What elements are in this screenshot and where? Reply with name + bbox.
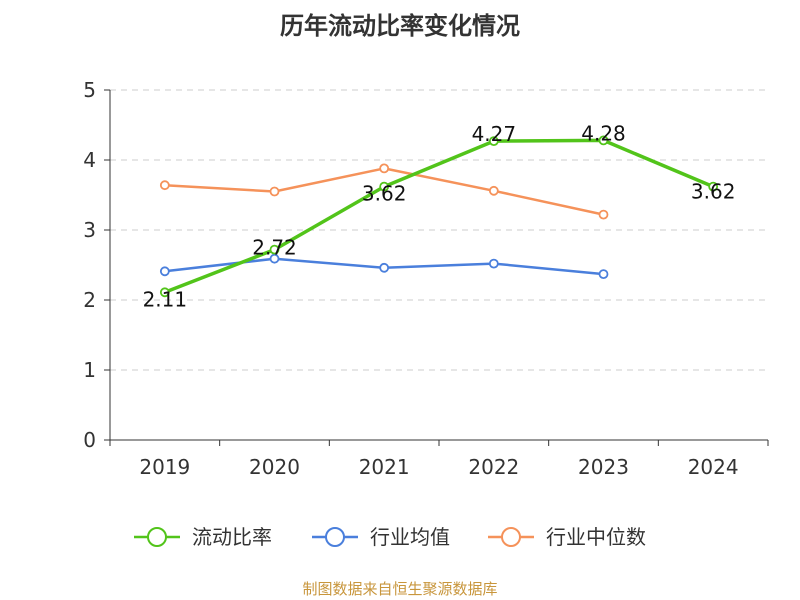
data-point bbox=[159, 180, 170, 191]
data-point bbox=[159, 287, 170, 298]
data-label: 3.62 bbox=[362, 182, 407, 206]
x-tick-label: 2019 bbox=[139, 455, 190, 479]
legend-label: 行业均值 bbox=[370, 525, 450, 549]
data-point bbox=[488, 258, 499, 269]
data-point bbox=[379, 181, 390, 192]
source-note: 制图数据来自恒生聚源数据库 bbox=[302, 580, 498, 598]
legend-marker bbox=[325, 527, 345, 547]
data-point bbox=[598, 209, 609, 220]
data-point bbox=[269, 244, 280, 255]
legend-marker bbox=[147, 527, 167, 547]
data-point bbox=[488, 136, 499, 147]
data-point bbox=[269, 253, 280, 264]
chart-title: 历年流动比率变化情况 bbox=[280, 12, 520, 40]
data-point bbox=[598, 135, 609, 146]
data-point bbox=[598, 269, 609, 280]
data-point bbox=[159, 266, 170, 277]
data-point bbox=[488, 185, 499, 196]
legend-marker bbox=[501, 527, 521, 547]
x-tick-label: 2022 bbox=[468, 455, 519, 479]
series-line-0 bbox=[164, 138, 714, 294]
data-point bbox=[379, 163, 390, 174]
data-label: 4.27 bbox=[472, 122, 517, 146]
data-label: 2.11 bbox=[143, 287, 188, 311]
x-tick-label: 2021 bbox=[359, 455, 410, 479]
data-point bbox=[269, 186, 280, 197]
legend-label: 行业中位数 bbox=[546, 525, 646, 549]
y-tick-label: 4 bbox=[83, 148, 96, 172]
y-tick-label: 2 bbox=[83, 288, 96, 312]
data-point bbox=[379, 262, 390, 273]
x-tick-label: 2023 bbox=[578, 455, 629, 479]
legend-label: 流动比率 bbox=[192, 525, 272, 549]
data-point bbox=[708, 181, 719, 192]
data-label: 3.62 bbox=[691, 180, 736, 204]
y-tick-label: 1 bbox=[83, 358, 96, 382]
data-label: 2.72 bbox=[252, 236, 297, 260]
x-tick-label: 2020 bbox=[249, 455, 300, 479]
y-tick-label: 5 bbox=[83, 78, 96, 102]
data-label: 4.28 bbox=[581, 121, 626, 145]
y-tick-label: 0 bbox=[83, 428, 96, 452]
x-tick-label: 2024 bbox=[688, 455, 739, 479]
y-tick-label: 3 bbox=[83, 218, 96, 242]
